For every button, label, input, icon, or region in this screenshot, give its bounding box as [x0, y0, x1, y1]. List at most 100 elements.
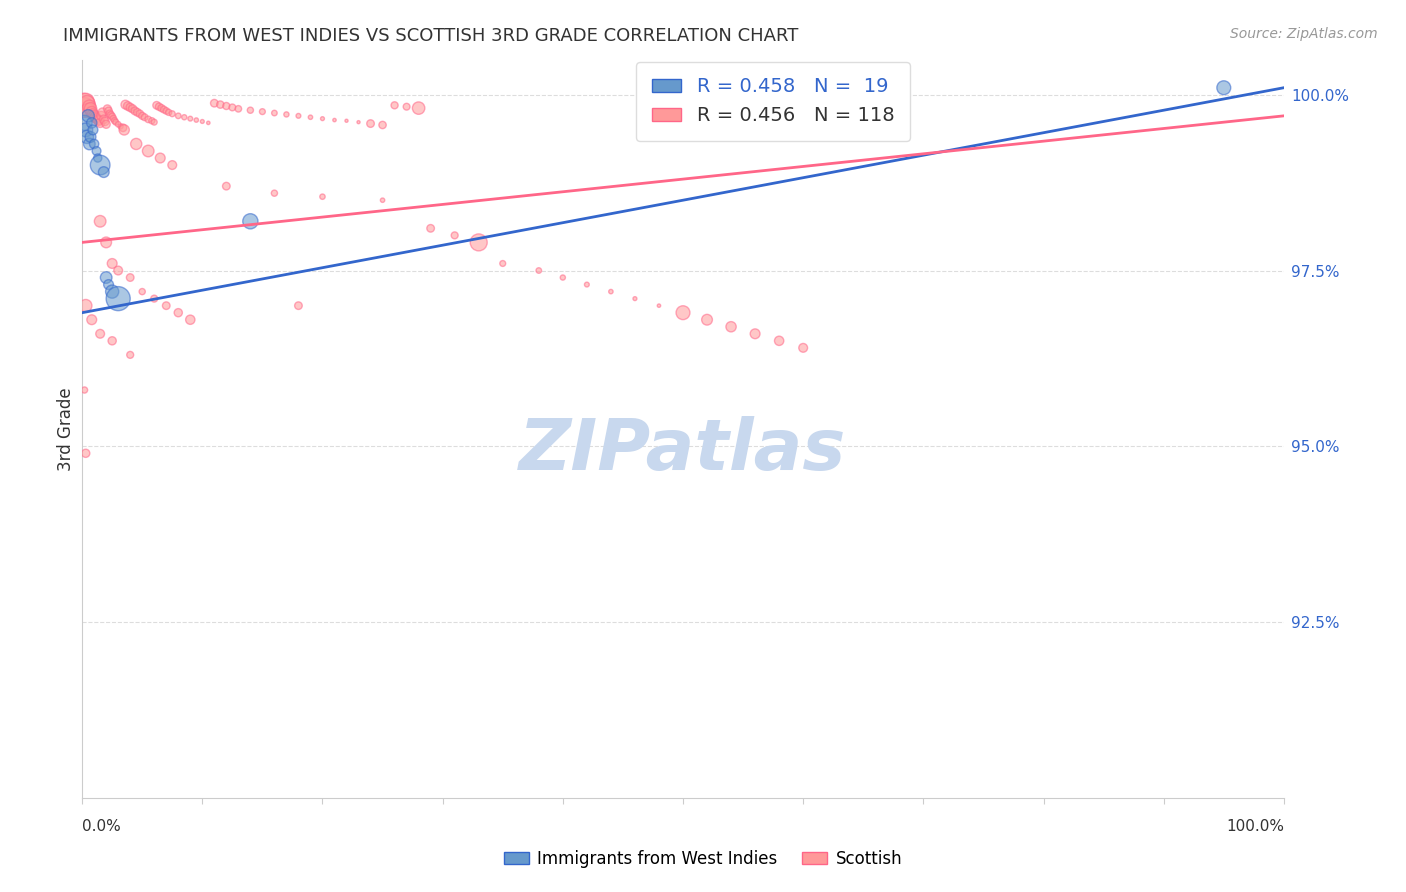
Point [134, 110, 156, 124]
Point [173, 110, 195, 124]
Point [443, 228, 465, 243]
Point [287, 299, 309, 313]
Point [360, 117, 382, 131]
Legend: R = 0.458   N =  19, R = 0.456   N = 118: R = 0.458 N = 19, R = 0.456 N = 118 [637, 62, 910, 141]
Point [395, 100, 418, 114]
Point [73, 100, 96, 114]
Point [408, 101, 430, 115]
Point [179, 312, 201, 326]
Point [75, 123, 97, 137]
Point [648, 299, 671, 313]
Point [221, 100, 243, 114]
Point [110, 120, 132, 134]
Point [120, 100, 142, 114]
Point [96, 270, 118, 285]
Point [202, 96, 225, 111]
Point [155, 103, 177, 118]
Point [103, 112, 125, 126]
Point [125, 136, 148, 151]
Point [75, 299, 97, 313]
Point [117, 99, 139, 113]
Point [1212, 80, 1234, 95]
Point [87, 113, 110, 128]
Point [141, 113, 163, 128]
Point [149, 151, 172, 165]
Point [335, 113, 357, 128]
Point [150, 101, 173, 115]
Point [107, 292, 129, 306]
Text: IMMIGRANTS FROM WEST INDIES VS SCOTTISH 3RD GRADE CORRELATION CHART: IMMIGRANTS FROM WEST INDIES VS SCOTTISH … [63, 27, 799, 45]
Point [80, 116, 103, 130]
Point [384, 98, 406, 112]
Point [90, 109, 112, 123]
Point [89, 158, 111, 172]
Point [696, 312, 718, 326]
Point [93, 112, 115, 127]
Point [551, 270, 574, 285]
Point [136, 144, 159, 158]
Point [276, 107, 298, 121]
Point [263, 106, 285, 120]
Point [89, 116, 111, 130]
Point [347, 115, 370, 129]
Point [73, 116, 96, 130]
Point [82, 123, 104, 137]
Point [191, 114, 214, 128]
Point [155, 299, 177, 313]
Point [97, 277, 120, 292]
Point [77, 109, 100, 123]
Point [287, 109, 309, 123]
Point [97, 103, 120, 118]
Point [96, 117, 118, 131]
Point [111, 120, 134, 135]
Point [768, 334, 790, 348]
Point [84, 110, 107, 124]
Point [100, 108, 122, 122]
Point [107, 117, 129, 131]
Point [104, 115, 127, 129]
Point [672, 306, 695, 320]
Point [89, 214, 111, 228]
Point [167, 109, 190, 123]
Point [792, 341, 814, 355]
Point [98, 107, 121, 121]
Point [263, 186, 285, 201]
Point [101, 110, 124, 124]
Point [143, 115, 166, 129]
Point [91, 105, 114, 120]
Point [131, 285, 153, 299]
Point [167, 306, 190, 320]
Point [162, 158, 184, 172]
Point [86, 112, 108, 126]
Point [76, 130, 98, 145]
Point [93, 165, 115, 179]
Point [136, 112, 159, 127]
Point [239, 214, 262, 228]
Point [79, 100, 101, 114]
Point [215, 99, 238, 113]
Point [87, 151, 110, 165]
Y-axis label: 3rd Grade: 3rd Grade [58, 387, 75, 470]
Point [157, 105, 180, 120]
Point [215, 179, 238, 194]
Point [131, 109, 153, 123]
Legend: Immigrants from West Indies, Scottish: Immigrants from West Indies, Scottish [498, 844, 908, 875]
Point [127, 105, 149, 120]
Point [89, 326, 111, 341]
Point [148, 100, 170, 114]
Point [101, 256, 124, 270]
Point [77, 103, 100, 118]
Point [209, 97, 232, 112]
Point [94, 114, 117, 128]
Point [311, 112, 333, 126]
Point [76, 96, 98, 111]
Point [120, 348, 142, 362]
Point [79, 136, 101, 151]
Point [239, 103, 262, 118]
Point [120, 270, 142, 285]
Point [101, 334, 124, 348]
Point [467, 235, 489, 250]
Point [599, 285, 621, 299]
Point [101, 285, 124, 299]
Point [72, 98, 94, 112]
